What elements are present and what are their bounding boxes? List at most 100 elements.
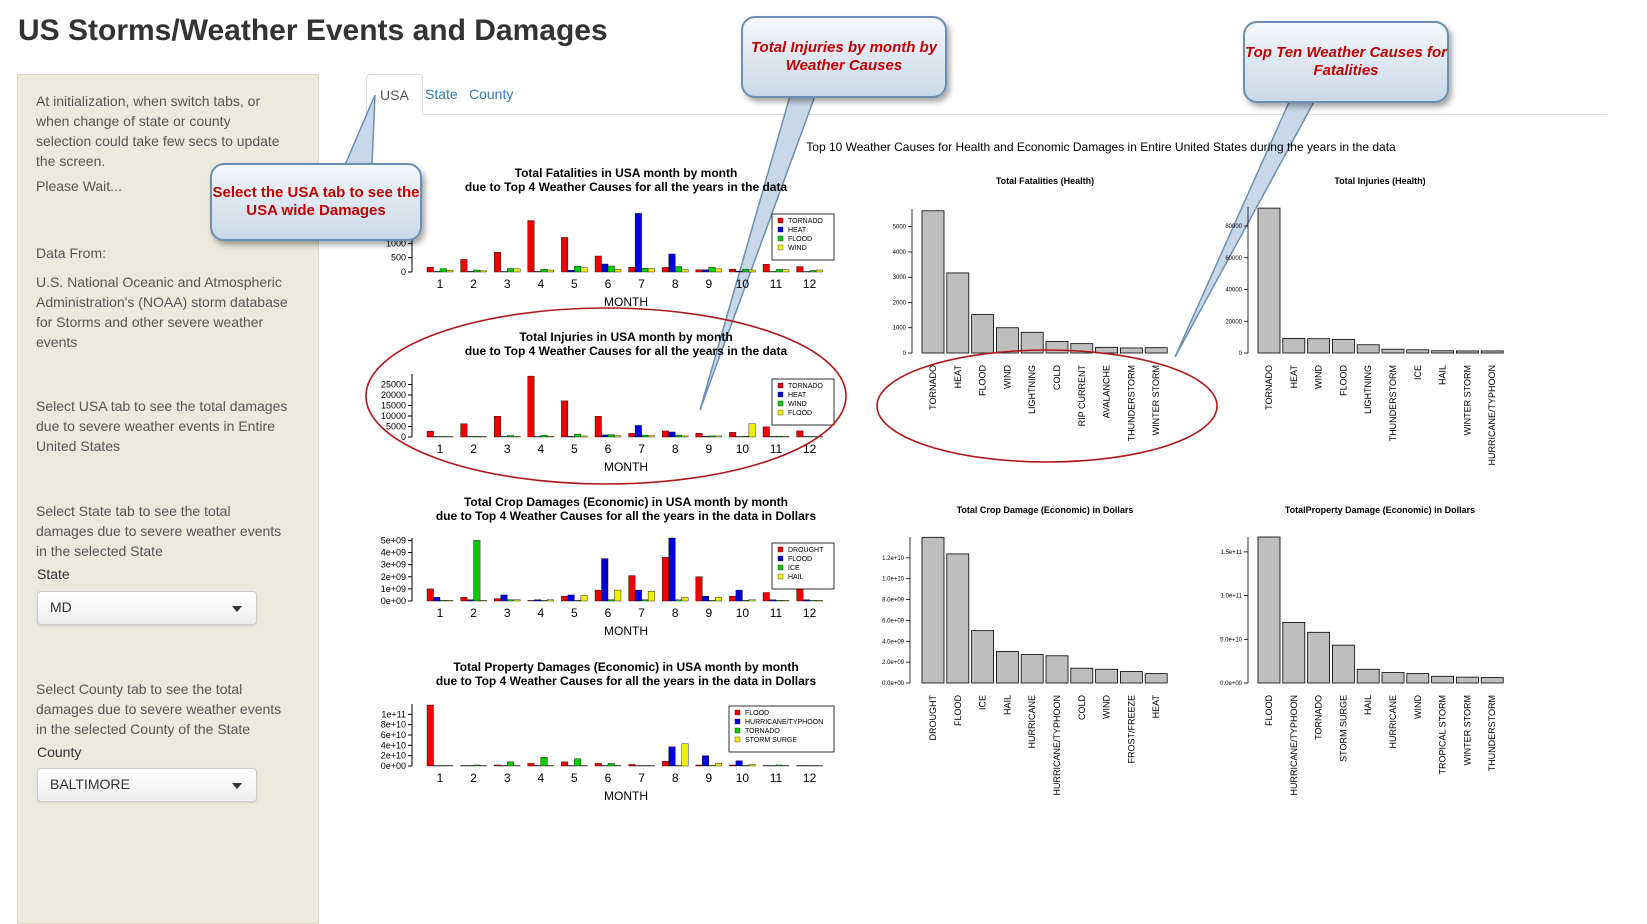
x-axis-label: MONTH	[604, 460, 648, 474]
x-tick-label: RIP CURRENT	[1077, 365, 1087, 427]
x-tick-label: WIND	[1002, 365, 1012, 389]
data-from-label: Data From:	[36, 245, 107, 261]
bar	[574, 266, 582, 273]
bar	[681, 435, 689, 438]
bar	[769, 271, 777, 273]
county-select[interactable]: BALTIMORE	[37, 768, 257, 802]
x-tick-label: 8	[672, 442, 679, 456]
x-tick-label: ICE	[978, 695, 988, 710]
data-source-text: U.S. National Oceanic and Atmospheric Ad…	[36, 274, 288, 350]
bar	[466, 765, 474, 767]
bar	[439, 600, 447, 602]
x-axis-label: MONTH	[604, 789, 648, 803]
x-tick-label: HEAT	[1151, 695, 1161, 719]
bar	[1332, 338, 1355, 354]
tab-usa[interactable]: USA	[366, 74, 423, 115]
x-tick-label: 3	[504, 277, 511, 291]
usa-tab-callout: Select the USA tab to see the USA wide D…	[210, 163, 422, 241]
bar	[1070, 667, 1094, 684]
x-tick-label: 2	[470, 606, 477, 620]
bar	[580, 267, 588, 273]
bar	[507, 435, 514, 438]
bar	[668, 431, 676, 438]
tab-county[interactable]: County	[469, 86, 514, 102]
y-tick-label: 40000	[1225, 288, 1242, 294]
bar	[567, 765, 575, 767]
x-tick-label: LIGHTNING	[1027, 365, 1037, 414]
x-tick-label: 8	[672, 606, 679, 620]
chart-subtitle: due to Top 4 Weather Causes for all the …	[436, 674, 817, 688]
legend-label: WIND	[788, 401, 807, 408]
legend-swatch	[734, 727, 741, 734]
bar	[748, 764, 756, 767]
bar	[1144, 673, 1168, 684]
bar	[479, 600, 487, 602]
highlight-ellipse	[876, 349, 1218, 463]
bar	[796, 765, 804, 767]
x-tick-label: HAIL	[1002, 695, 1012, 715]
x-tick-label: 6	[605, 442, 612, 456]
y-tick-label: 6e+10	[381, 730, 406, 740]
bar	[628, 575, 636, 602]
bar	[1406, 673, 1430, 684]
x-tick-label: 3	[504, 606, 511, 620]
y-tick-label: 15000	[381, 401, 406, 411]
x-tick-label: 10	[736, 277, 750, 291]
legend-swatch	[777, 235, 784, 242]
state-select[interactable]: MD	[37, 591, 257, 625]
bar	[1257, 536, 1281, 684]
x-tick-label: FLOOD	[978, 365, 988, 397]
bar	[715, 435, 722, 438]
tab-state[interactable]: State	[425, 86, 458, 102]
legend-label: HEAT	[788, 392, 807, 399]
bar	[762, 765, 770, 767]
y-tick-label: 1.0e+11	[1221, 594, 1243, 600]
bar	[433, 597, 441, 602]
bar	[580, 765, 588, 767]
bar	[796, 430, 804, 438]
bar	[466, 436, 474, 438]
x-tick-label: 2	[470, 771, 477, 785]
legend-label: FLOOD	[788, 556, 812, 563]
bar	[446, 270, 454, 273]
bar	[561, 400, 569, 438]
legend-label: STORM SURGE	[745, 737, 797, 744]
y-tick-label: 10000	[381, 411, 406, 421]
bar	[802, 599, 810, 602]
bar	[479, 270, 487, 273]
x-tick-label: 7	[638, 771, 645, 785]
bar	[1307, 631, 1330, 684]
bar	[494, 598, 501, 602]
chart-title: Total Injuries in USA month by month	[519, 330, 732, 344]
injuries-callout: Total Injuries by month by Weather Cause…	[741, 16, 947, 98]
bar	[426, 266, 434, 273]
bar	[668, 746, 676, 767]
bar	[540, 435, 548, 438]
bar	[460, 423, 468, 438]
y-tick-label: 0	[1239, 351, 1243, 357]
x-tick-label: DROUGHT	[928, 695, 938, 741]
bar	[748, 599, 756, 602]
x-tick-label: 1	[437, 771, 444, 785]
bar	[446, 436, 454, 438]
bar	[527, 600, 535, 602]
bar	[540, 600, 548, 602]
bar	[681, 597, 689, 602]
wait-note: Please Wait...	[36, 178, 122, 194]
bar	[775, 764, 783, 767]
state-label: State	[37, 566, 70, 582]
x-tick-label: 7	[638, 277, 645, 291]
bar	[675, 434, 682, 438]
chart-title: Total Injuries (Health)	[1334, 176, 1425, 186]
chevron-down-icon	[232, 606, 242, 612]
bar	[1356, 668, 1380, 684]
x-tick-label: 12	[803, 606, 817, 620]
y-tick-label: 0	[903, 351, 907, 357]
bar	[762, 592, 770, 602]
legend-swatch	[777, 546, 784, 553]
x-tick-label: 5	[571, 442, 578, 456]
legend-label: FLOOD	[788, 410, 812, 417]
bar	[662, 557, 669, 602]
y-tick-label: 2e+10	[381, 751, 406, 761]
bar	[426, 588, 434, 602]
